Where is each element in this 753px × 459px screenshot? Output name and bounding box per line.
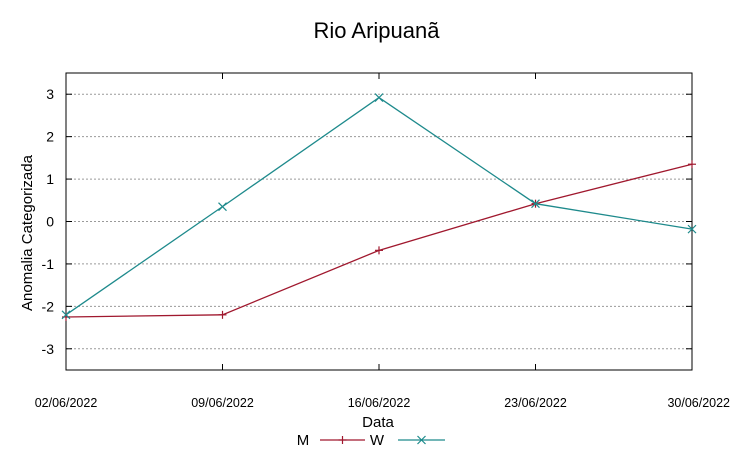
y-tick-label: 0 bbox=[46, 214, 54, 230]
y-axis-label: Anomalia Categorizada bbox=[19, 154, 36, 311]
x-tick-label: 09/06/2022 bbox=[191, 396, 254, 410]
y-tick-label: 2 bbox=[46, 129, 54, 145]
y-tick-label: 3 bbox=[46, 86, 54, 102]
data-point-w bbox=[61, 310, 71, 320]
series-line-m bbox=[65, 163, 693, 318]
legend-label-w: W bbox=[370, 432, 385, 449]
y-axis-ticks: 3 2 1 0 -1 -2 -3 bbox=[42, 86, 692, 357]
x-tick-label: 02/06/2022 bbox=[35, 396, 98, 410]
gridlines bbox=[66, 93, 692, 350]
x-axis-label: Data bbox=[362, 414, 394, 431]
series-lines bbox=[61, 93, 697, 321]
y-tick-label: -2 bbox=[42, 298, 55, 314]
x-tick-label: 23/06/2022 bbox=[504, 396, 567, 410]
legend-label-m: M bbox=[297, 432, 310, 449]
data-point-w bbox=[218, 202, 227, 212]
y-tick-label: -1 bbox=[42, 256, 55, 272]
x-axis-ticks: 02/06/2022 09/06/2022 16/06/2022 23/06/2022… bbox=[35, 73, 730, 410]
chart-title: Rio Aripuanã bbox=[314, 18, 441, 43]
data-point-w bbox=[687, 224, 697, 234]
x-tick-label: 16/06/2022 bbox=[348, 396, 411, 410]
y-tick-label: -3 bbox=[42, 341, 55, 357]
data-point-w bbox=[374, 93, 384, 103]
x-tick-label: 30/06/2022 bbox=[667, 396, 730, 410]
series-line-w bbox=[65, 96, 693, 316]
y-tick-label: 1 bbox=[46, 171, 54, 187]
data-point-w bbox=[531, 199, 540, 209]
legend-marker-w bbox=[417, 435, 426, 445]
